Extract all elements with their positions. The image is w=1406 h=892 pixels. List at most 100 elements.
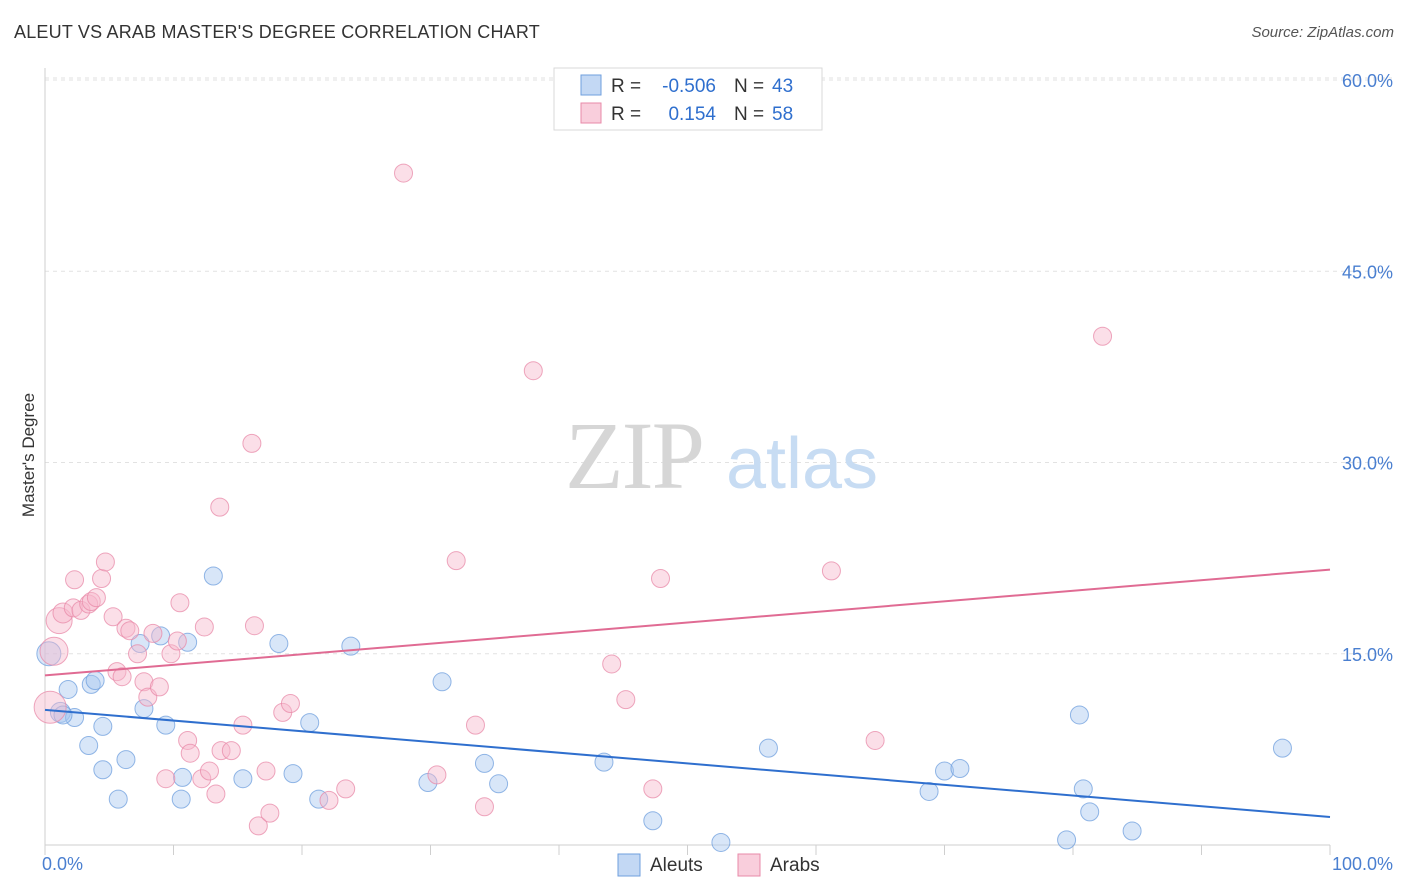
point-arabs-1 [39,636,69,666]
watermark-zip: ZIP [565,402,703,509]
point-arabs-51 [602,654,622,674]
point-aleuts-41 [1272,738,1292,758]
point-arabs-7 [79,594,99,614]
point-aleuts-37 [1069,705,1089,725]
point-aleuts-30 [643,811,663,831]
point-arabs-46 [427,765,447,785]
point-aleuts-28 [489,774,509,794]
watermark-atlas: atlas [726,424,878,504]
point-arabs-50 [523,361,543,381]
point-arabs-56 [865,730,885,750]
point-arabs-4 [63,598,83,618]
point-arabs-22 [156,769,176,789]
point-arabs-53 [643,779,663,799]
point-aleuts-4 [81,674,101,694]
point-arabs-28 [192,769,212,789]
chart-source: Source: ZipAtlas.com [1251,24,1394,41]
legend-swatch-aleuts [580,74,602,96]
point-aleuts-31 [711,832,731,852]
point-arabs-11 [95,552,115,572]
point-aleuts-15 [171,789,191,809]
watermark: ZIP atlas [565,402,878,509]
y-tick-label-3: 60.0% [1342,71,1393,91]
point-arabs-40 [260,803,280,823]
point-aleuts-2 [58,679,78,699]
legend-r-label-aleuts: R = [611,76,641,97]
point-arabs-21 [149,677,169,697]
point-arabs-14 [112,667,132,687]
point-arabs-16 [120,621,140,641]
point-aleuts-24 [341,636,361,656]
point-arabs-25 [170,593,190,613]
point-aleuts-21 [283,764,303,784]
point-arabs-26 [178,730,198,750]
point-arabs-55 [821,561,841,581]
point-arabs-34 [221,741,241,761]
point-arabs-18 [134,672,154,692]
point-aleuts-7 [93,716,113,736]
point-arabs-29 [194,617,214,637]
point-aleuts-32 [758,738,778,758]
point-arabs-38 [248,816,268,836]
point-arabs-37 [244,616,264,636]
legend-bottom-label-aleuts: Aleuts [650,855,703,876]
point-arabs-17 [128,644,148,664]
point-arabs-57 [1093,326,1113,346]
point-aleuts-16 [172,767,192,787]
legend-n-value-aleuts: 43 [772,76,793,97]
point-aleuts-20 [269,634,289,654]
point-arabs-0 [33,690,67,724]
y-tick-label-1: 30.0% [1342,454,1393,474]
x-tick-label-0: 0.0% [42,854,83,874]
axes [44,68,1331,855]
point-arabs-8 [81,591,101,611]
point-arabs-48 [465,715,485,735]
legend-r-value-aleuts: -0.506 [662,76,716,97]
point-aleuts-6 [85,671,105,691]
chart-title: ALEUT VS ARAB MASTER'S DEGREE CORRELATIO… [14,22,540,42]
legend-n-value-arabs: 58 [772,104,793,125]
tick-labels: 15.0% 30.0% 45.0% 60.0% 0.0% 100.0% [42,71,1393,874]
legend-bottom-swatch-aleuts [617,853,641,877]
point-aleuts-10 [108,789,128,809]
point-aleuts-36 [1057,830,1077,850]
point-arabs-54 [651,569,671,589]
point-arabs-12 [103,607,123,627]
point-arabs-27 [180,743,200,763]
point-aleuts-38 [1073,779,1093,799]
point-aleuts-22 [300,713,320,733]
point-aleuts-40 [1122,821,1142,841]
point-aleuts-23 [309,789,329,809]
point-aleuts-18 [203,566,223,586]
point-arabs-30 [199,761,219,781]
legend-r-value-arabs: 0.154 [668,104,716,125]
legend-n-label-aleuts: N = [734,76,764,97]
point-arabs-49 [474,797,494,817]
y-axis-label: Master's Degree [19,393,38,517]
point-arabs-20 [143,623,163,643]
point-arabs-24 [167,631,187,651]
point-aleuts-27 [474,753,494,773]
x-tick-label-1: 100.0% [1332,854,1393,874]
point-arabs-9 [86,588,106,608]
point-arabs-43 [319,790,339,810]
point-aleuts-35 [950,759,970,778]
point-arabs-32 [210,497,230,517]
point-aleuts-17 [178,632,198,652]
legend-bottom: Aleuts Arabs [617,853,820,877]
point-aleuts-8 [93,760,113,780]
point-aleuts-26 [432,672,452,692]
point-aleuts-34 [935,761,954,781]
legend-n-label-arabs: N = [734,104,764,125]
trend-lines [44,568,1331,818]
legend-r-label-arabs: R = [611,104,641,125]
point-arabs-42 [280,693,300,713]
point-arabs-45 [394,163,414,183]
point-arabs-36 [242,433,262,453]
point-arabs-47 [446,551,466,571]
point-arabs-23 [161,644,181,664]
legend-swatch-arabs [580,102,602,124]
point-aleuts-19 [233,769,253,789]
point-arabs-5 [65,570,85,590]
legend-bottom-label-arabs: Arabs [770,855,820,876]
